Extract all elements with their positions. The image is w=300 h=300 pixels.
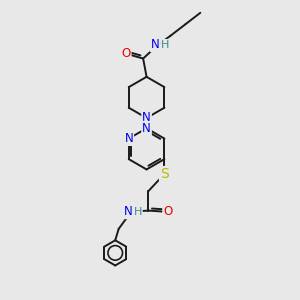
Text: O: O (122, 47, 130, 61)
Text: N: N (151, 38, 160, 51)
Text: N: N (124, 132, 133, 145)
Text: S: S (160, 167, 169, 181)
Text: N: N (142, 122, 151, 135)
Text: H: H (161, 40, 170, 50)
Text: N: N (142, 112, 151, 124)
Text: O: O (163, 205, 172, 218)
Text: N: N (123, 205, 132, 218)
Text: H: H (134, 207, 142, 217)
